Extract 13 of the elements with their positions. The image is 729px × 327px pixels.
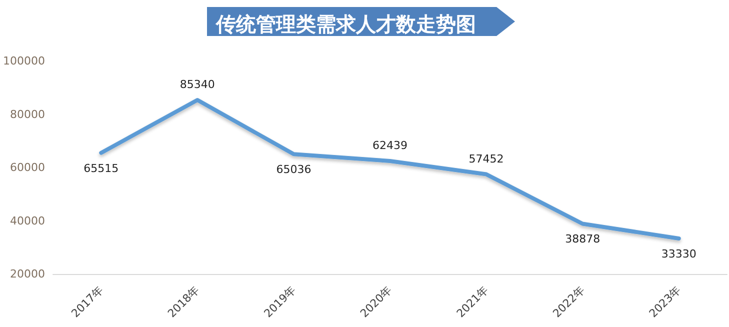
data-label: 57452 xyxy=(468,152,504,166)
y-tick-label: 20000 xyxy=(10,268,45,280)
data-label: 65036 xyxy=(276,163,312,176)
data-label: 85340 xyxy=(180,78,215,92)
data-label: 33330 xyxy=(661,248,696,261)
chart-title: 传统管理类需求人才数走势图 xyxy=(215,12,476,36)
y-tick-label: 80000 xyxy=(10,108,45,121)
data-label: 38878 xyxy=(565,232,600,246)
y-tick-label: 100000 xyxy=(2,54,45,68)
y-tick-label: 40000 xyxy=(10,214,45,228)
data-label: 62439 xyxy=(372,139,408,152)
data-label: 65515 xyxy=(84,162,119,175)
y-tick-label: 60000 xyxy=(10,161,45,174)
